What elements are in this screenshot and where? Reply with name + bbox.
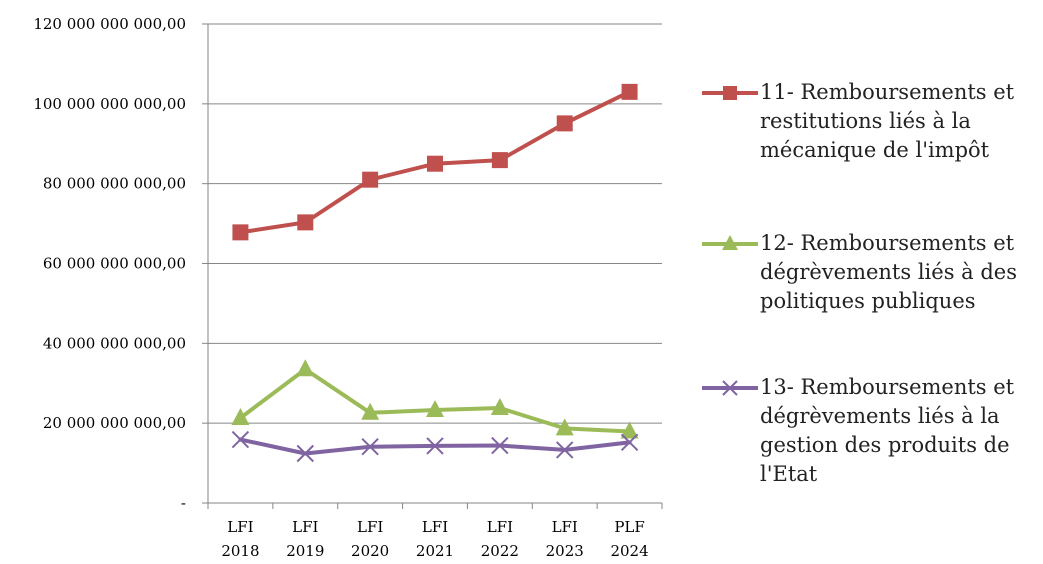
legend-key-square-icon [702,86,758,100]
legend-label-12: 12- Remboursements et dégrèvements liés … [760,229,1043,316]
y-tick-label: 80 000 000 000,00 [43,175,186,193]
data-point-square [621,83,638,100]
data-point-x-stroke [361,438,379,456]
data-point-triangle [490,397,509,415]
legend-label-11: 11- Remboursements et restitutions liés … [760,78,1043,165]
data-point-square [232,224,249,241]
legend-label-line: politiques publiques [760,289,976,313]
data-point-square [491,152,508,169]
x-tick-label: 2018 [221,542,259,560]
data-point-triangle [555,418,574,436]
x-axis-ticks: LFI 2018 LFI 2019 LFI 2020 LFI 2021 LFI 2022 LFI 20… [207,503,663,560]
data-point-x-stroke [231,430,250,449]
legend-label-line: 12- Remboursements et [760,231,1015,255]
data-point-triangle [620,421,639,439]
data-point-triangle [231,407,250,425]
legend-label-line: mécanique de l'impôt [760,138,990,162]
data-point-square [427,155,443,172]
x-tick-label: 2024 [610,542,648,560]
data-point-triangle [426,399,444,417]
x-tick-label: 2020 [351,542,389,560]
x-tick-label: 2023 [546,542,584,560]
legend-key-triangle-icon [702,235,758,250]
x-tick-label: 2021 [416,542,454,560]
y-tick-label: 120 000 000 000,00 [33,15,186,33]
data-point-x-stroke [296,444,314,463]
legend-label-13: 13- Remboursements et dégrèvements liés … [760,373,1043,489]
y-tick-label: 40 000 000 000,00 [43,334,186,352]
legend-label-line: 11- Remboursements et [760,80,1015,104]
data-point-x-stroke [620,433,639,452]
data-point-triangle [296,359,315,377]
data-point-x [231,430,250,449]
legend-label-line: l'Etat [760,462,818,486]
y-tick-label: - [181,494,186,512]
x-tick-label: 2019 [286,542,324,560]
legend-label-line: 13- Remboursements et [760,375,1015,399]
data-point-x [620,433,639,452]
legend-label-line: dégrèvements liés à des [760,260,1017,284]
y-axis-ticks: - 20 000 000 000,00 40 000 000 000,00 60 00… [33,15,208,512]
data-point-x-stroke [426,437,444,455]
x-tick-label: LFI [552,518,578,536]
series-layer [231,83,639,463]
data-point-square [362,171,379,188]
data-point-x [556,441,574,459]
legend-label-line: restitutions liés à la [760,109,971,133]
data-point-x [296,444,314,463]
x-tick-label: LFI [422,518,448,536]
x-tick-label: LFI [487,518,513,536]
x-tick-label: PLF [614,518,644,536]
data-point-x [426,437,444,455]
gridlines [208,23,662,424]
y-tick-label: 100 000 000 000,00 [33,95,186,113]
y-tick-label: 20 000 000 000,00 [43,414,186,432]
legend-label-line: gestion des produits de [760,433,1010,457]
data-point-triangle [361,402,380,420]
x-tick-label: LFI [227,518,253,536]
x-tick-label: LFI [292,518,318,536]
data-point-x-stroke [556,441,574,459]
data-point-square [297,214,314,231]
data-point-x-stroke [491,436,509,455]
legend-key-x-icon [702,380,758,396]
data-point-x [361,438,379,456]
y-tick-label: 60 000 000 000,00 [43,255,186,273]
data-point-x [491,436,509,455]
x-tick-label: 2022 [481,542,519,560]
legend-label-line: dégrèvements liés à la [760,404,1000,428]
x-tick-label: LFI [357,518,383,536]
data-point-square [556,115,573,132]
